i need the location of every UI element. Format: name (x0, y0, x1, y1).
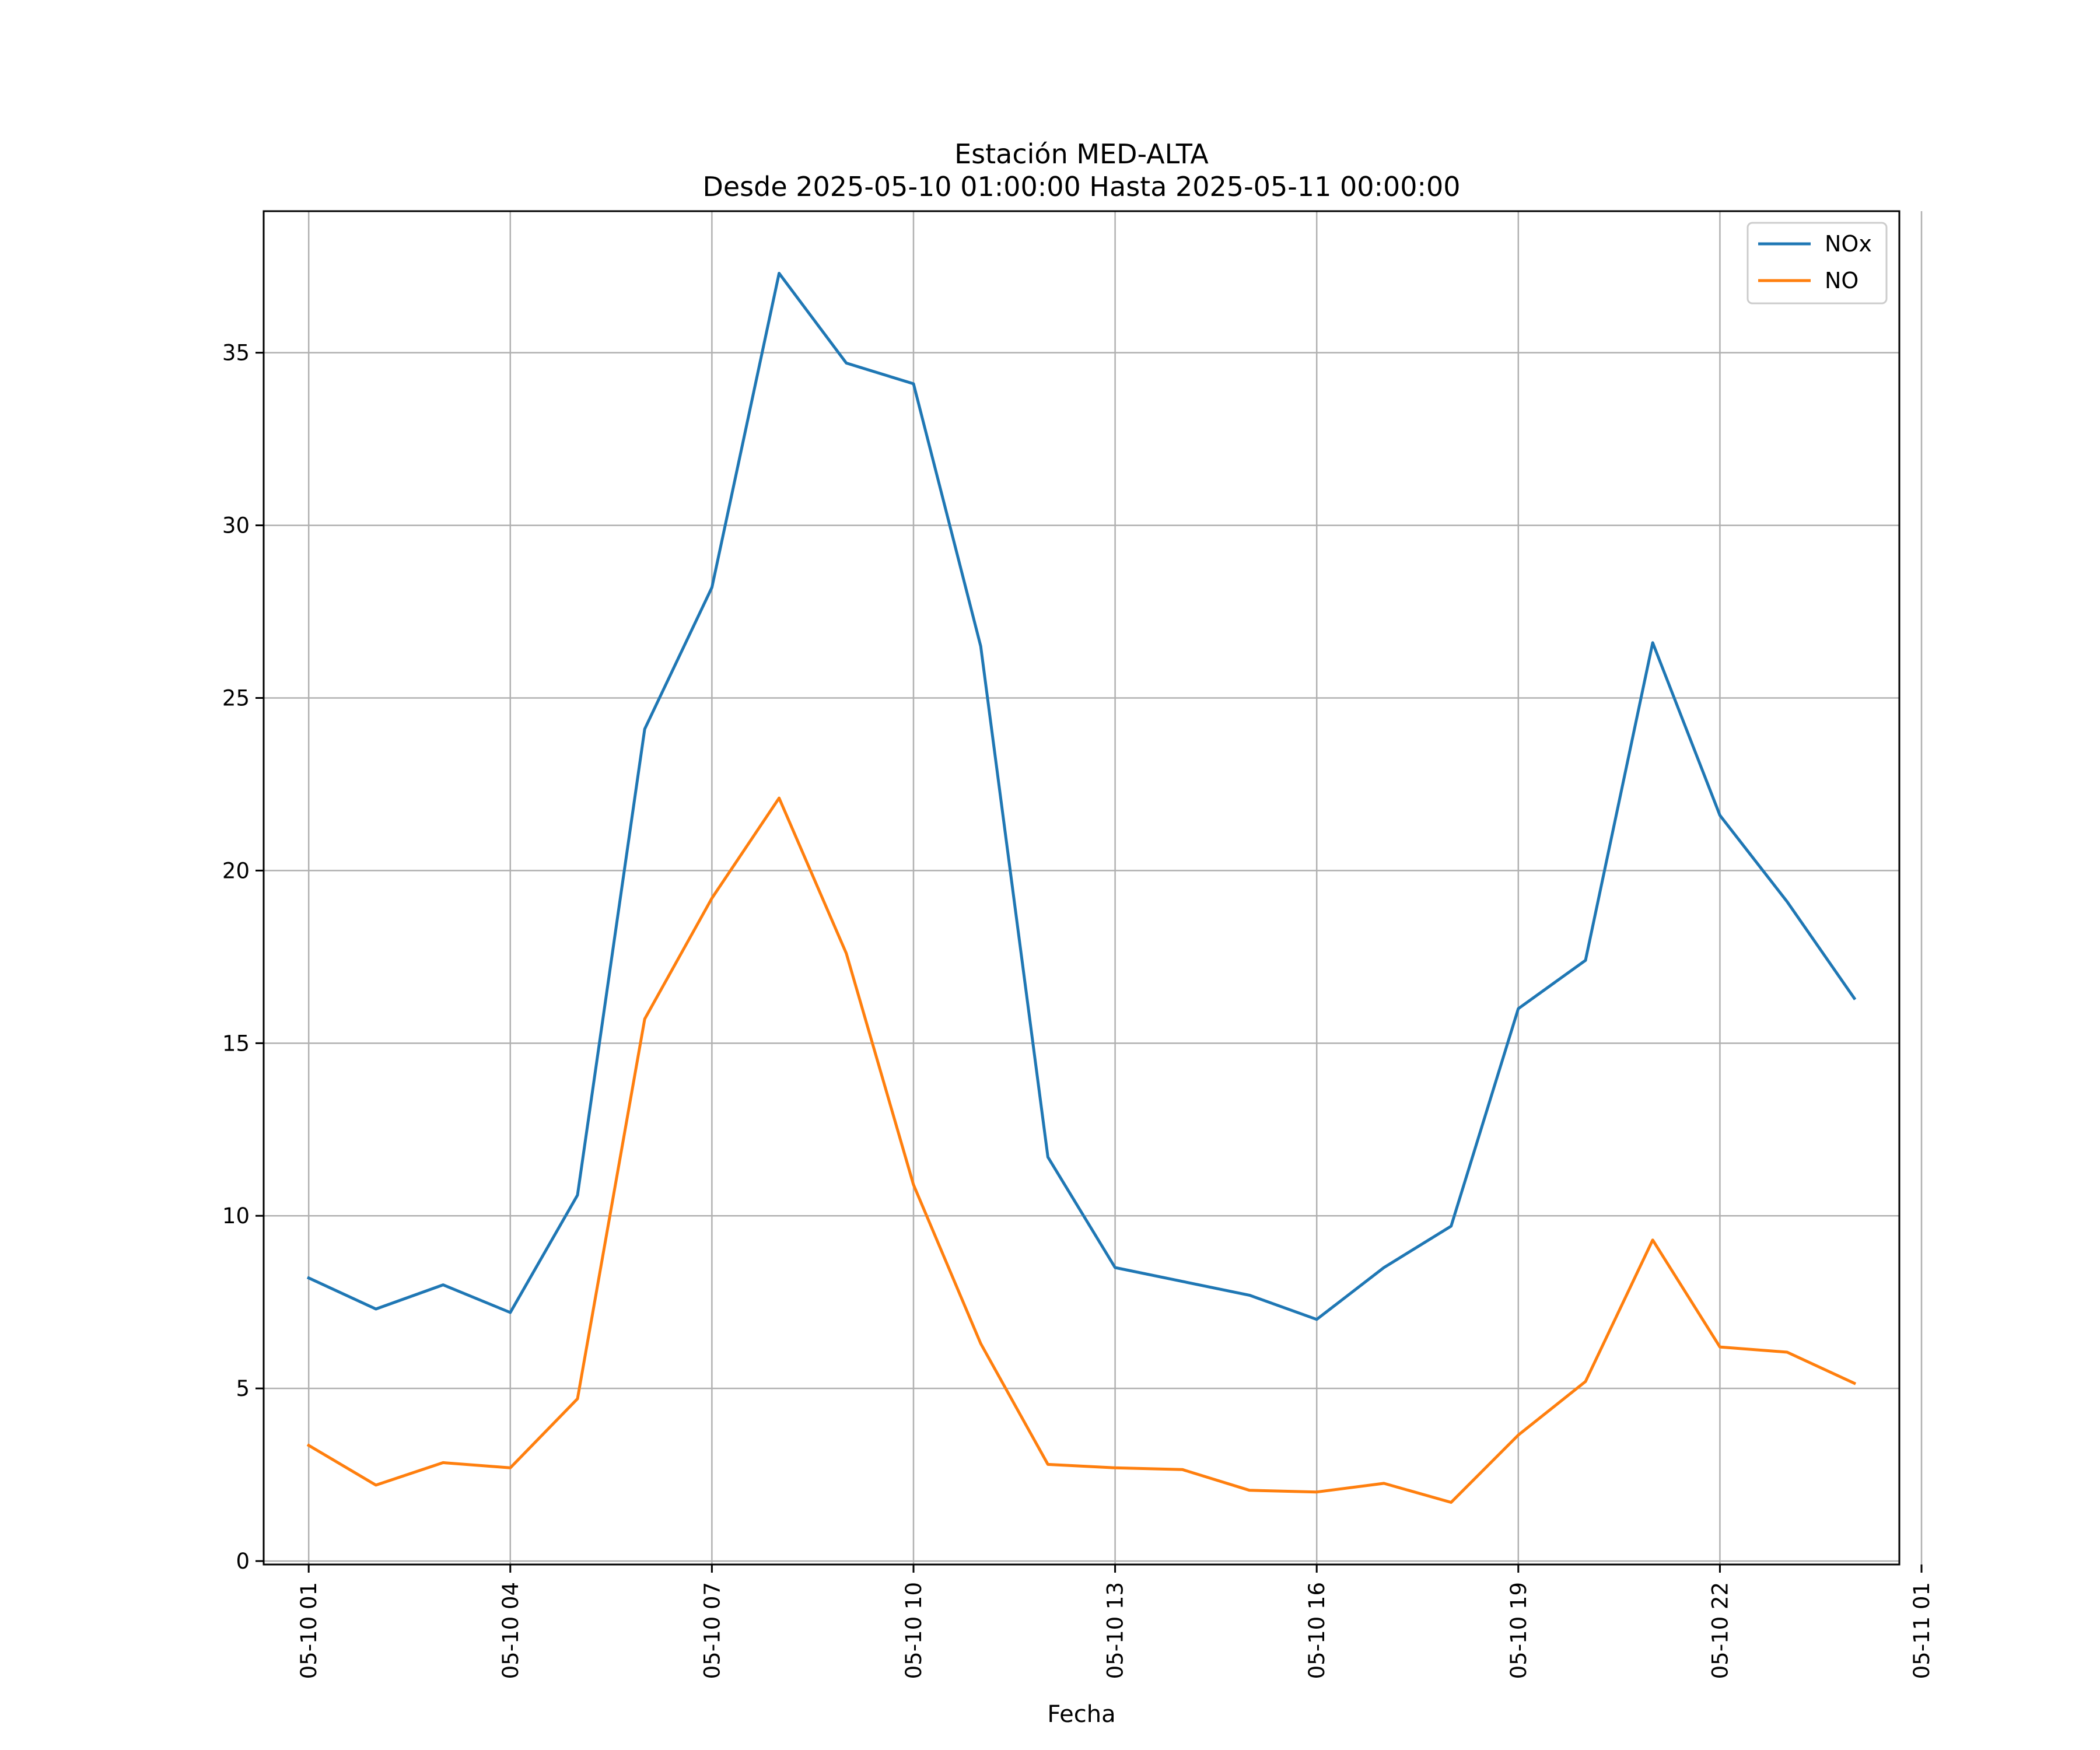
x-axis-label: Fecha (1047, 1701, 1115, 1728)
x-tick-label: 05-10 22 (1707, 1582, 1732, 1679)
series-line-no (306, 796, 1857, 1504)
y-tick-label: 10 (222, 1203, 250, 1228)
y-tick-label: 20 (222, 858, 250, 883)
x-tick-label: 05-10 01 (296, 1582, 321, 1679)
x-tick-label: 05-10 07 (699, 1582, 724, 1679)
y-tick-label: 35 (222, 341, 250, 366)
chart-title: Estación MED-ALTA (954, 138, 1209, 170)
plot-frame (262, 210, 1901, 1566)
legend-label-nox: NOx (1825, 231, 1872, 257)
x-tick-label: 05-10 19 (1506, 1582, 1531, 1679)
y-tick-label: 0 (236, 1549, 250, 1574)
grid (264, 211, 1923, 1564)
x-tick-label: 05-11 01 (1909, 1582, 1934, 1679)
y-tick-label: 15 (222, 1031, 250, 1056)
y-tick-label: 25 (222, 685, 250, 710)
x-axis-ticks: 05-10 01 05-10 04 05-10 07 05-10 10 05-10 13… (296, 1564, 1934, 1679)
x-tick-label: 05-10 16 (1304, 1582, 1329, 1679)
legend-label-no: NO (1825, 268, 1859, 293)
y-tick-label: 5 (236, 1376, 250, 1401)
y-tick-label: 30 (222, 513, 250, 538)
x-tick-label: 05-10 04 (498, 1582, 523, 1679)
legend: NOx NO (1746, 222, 1888, 304)
y-axis-ticks: 0 5 10 15 20 25 30 35 (222, 341, 264, 1574)
series-line-nox (306, 272, 1857, 1321)
chart-subtitle: Desde 2025-05-10 01:00:00 Hasta 2025-05-… (702, 171, 1460, 202)
plot-lines (306, 272, 1857, 1504)
x-tick-label: 05-10 10 (901, 1582, 926, 1679)
x-tick-label: 05-10 13 (1103, 1582, 1128, 1679)
